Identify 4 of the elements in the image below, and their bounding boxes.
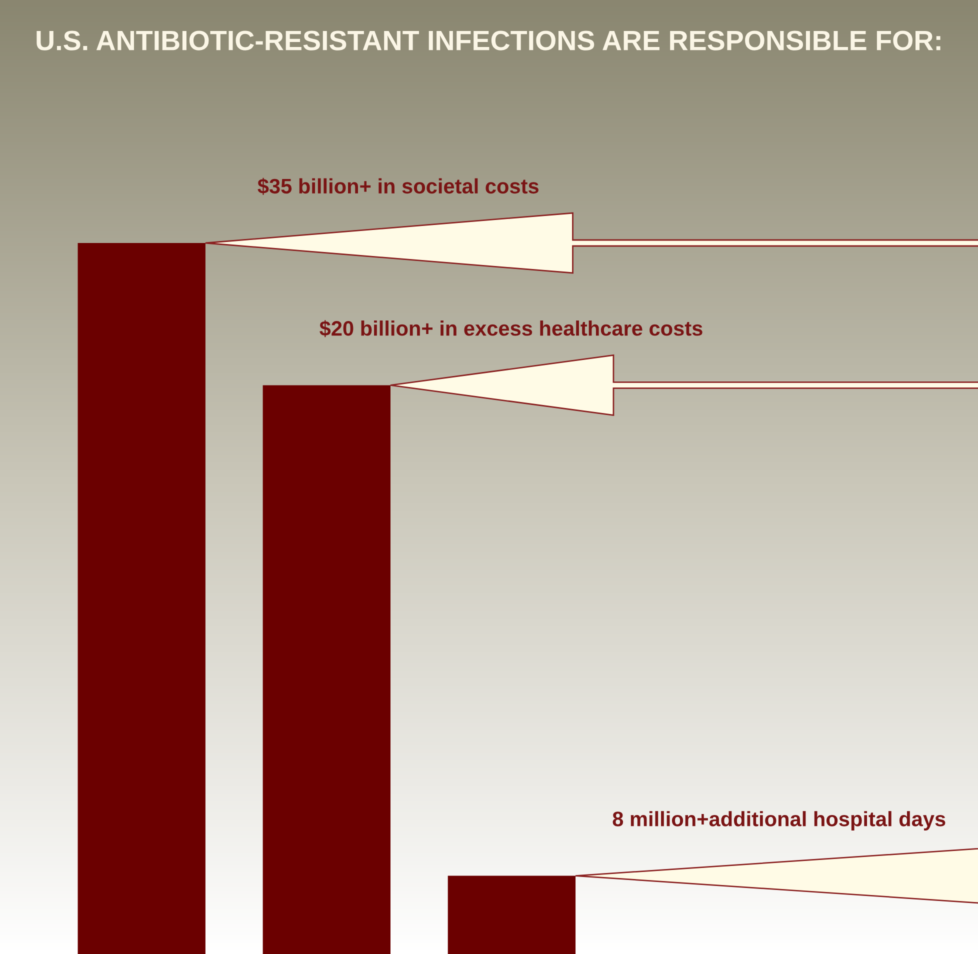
chart-title: U.S. ANTIBIOTIC-RESISTANT INFECTIONS ARE RESPONSIBLE FOR:	[36, 30, 940, 50]
text: $35 billion+ in societal costs	[258, 178, 538, 195]
annotation: $20 billion+ in excess healthcare costs	[320, 320, 702, 338]
text: 8 million+additional hospital days	[612, 811, 946, 830]
